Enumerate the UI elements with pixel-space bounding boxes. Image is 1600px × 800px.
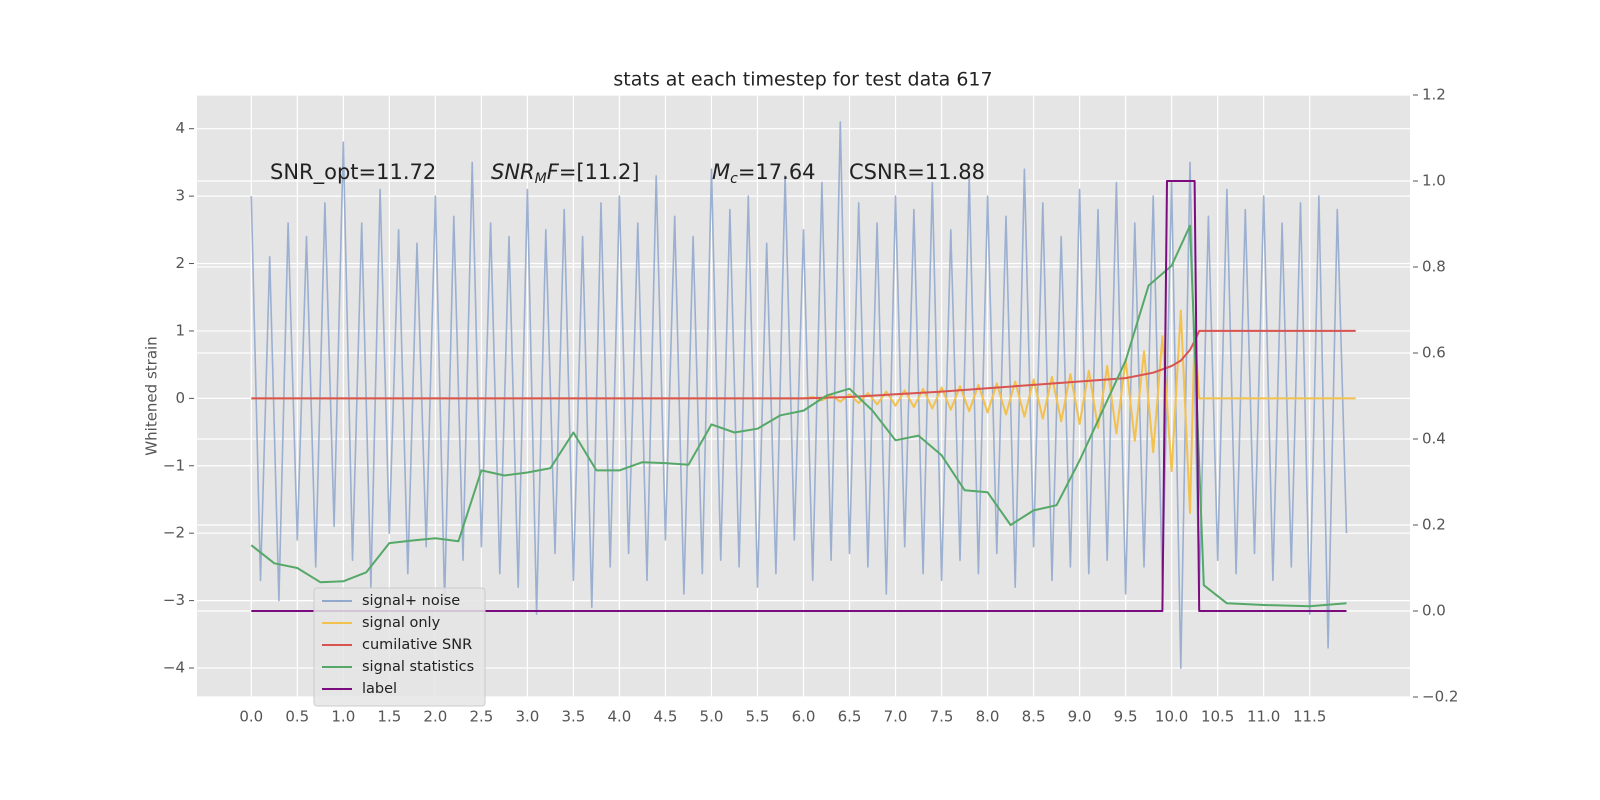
series-line (251, 329, 1356, 400)
y-tick-label: 3 (175, 187, 185, 205)
annotation-part: SNR_opt=11.72 (270, 160, 436, 185)
x-tick-label: 6.5 (838, 708, 862, 726)
x-tick-label: 11.0 (1247, 708, 1280, 726)
x-tick-label: 10.5 (1201, 708, 1234, 726)
x-tick-label: 7.5 (930, 708, 954, 726)
x-tick-label: 4.0 (608, 708, 632, 726)
annotation-part: CSNR=11.88 (849, 160, 985, 184)
y2-tick-label: 0.4 (1422, 430, 1446, 448)
annotation: SNR_opt=11.72 (270, 160, 436, 185)
y2-tick-label: 1.2 (1422, 86, 1446, 104)
x-tick-label: 4.5 (654, 708, 678, 726)
x-tick-label: 10.0 (1155, 708, 1188, 726)
y-axis-label: Whitened strain (143, 336, 161, 455)
x-tick-label: 3.5 (561, 708, 585, 726)
series-line (250, 224, 1347, 608)
annotation: CSNR=11.88 (849, 160, 985, 184)
x-tick-label: 11.5 (1293, 708, 1326, 726)
x-tick-label: 1.0 (331, 708, 355, 726)
legend-label: cumilative SNR (362, 637, 472, 653)
annotation-part: M (535, 171, 547, 187)
x-tick-label: 0.0 (239, 708, 263, 726)
x-tick-label: 2.5 (469, 708, 493, 726)
annotation-part: =[11.2] (559, 160, 640, 184)
x-tick-label: 6.0 (792, 708, 816, 726)
y2-tick-label: 1.0 (1422, 172, 1446, 190)
legend-box (313, 587, 486, 707)
annotation: Mc=17.64 (712, 160, 816, 187)
y-tick-label: −3 (163, 591, 185, 609)
legend-label: signal statistics (362, 659, 474, 675)
annotation-part: F (547, 160, 560, 184)
annotation-part: SNR (491, 160, 535, 184)
y-tick-label: 2 (175, 254, 185, 272)
x-tick-label: 9.0 (1068, 708, 1092, 726)
x-tick-label: 3.0 (515, 708, 539, 726)
y-tick-label: 4 (175, 119, 185, 137)
y2-tick-label: −0.2 (1422, 688, 1458, 706)
annotation: SNRMF=[11.2] (491, 160, 640, 187)
x-tick-label: 0.5 (285, 708, 309, 726)
y-tick-label: −4 (163, 659, 185, 677)
y2-tick-label: 0.2 (1422, 516, 1446, 534)
x-tick-label: 5.5 (746, 708, 770, 726)
y2-tick-label: 0.6 (1422, 344, 1446, 362)
y-tick-label: 0 (175, 389, 185, 407)
annotation-part: c (730, 171, 738, 187)
y-tick-label: −2 (163, 524, 185, 542)
annotation-part: =17.64 (738, 160, 816, 184)
x-tick-label: 8.5 (1022, 708, 1046, 726)
annotation-part: M (712, 160, 730, 184)
chart-title: stats at each timestep for test data 617 (613, 69, 992, 91)
legend-label: signal only (362, 615, 441, 631)
y-tick-label: −1 (163, 456, 185, 474)
x-tick-label: 9.5 (1114, 708, 1138, 726)
legend-label: signal+ noise (362, 593, 460, 609)
y2-tick-label: 0.0 (1422, 602, 1446, 620)
y2-tick-label: 0.8 (1422, 258, 1446, 276)
y-tick-label: 1 (175, 321, 185, 339)
legend-label: label (362, 681, 397, 697)
x-tick-label: 7.0 (884, 708, 908, 726)
x-tick-label: 1.5 (377, 708, 401, 726)
x-tick-label: 8.0 (976, 708, 1000, 726)
series-line (251, 180, 1347, 612)
x-tick-label: 5.0 (700, 708, 724, 726)
x-tick-label: 2.0 (423, 708, 447, 726)
